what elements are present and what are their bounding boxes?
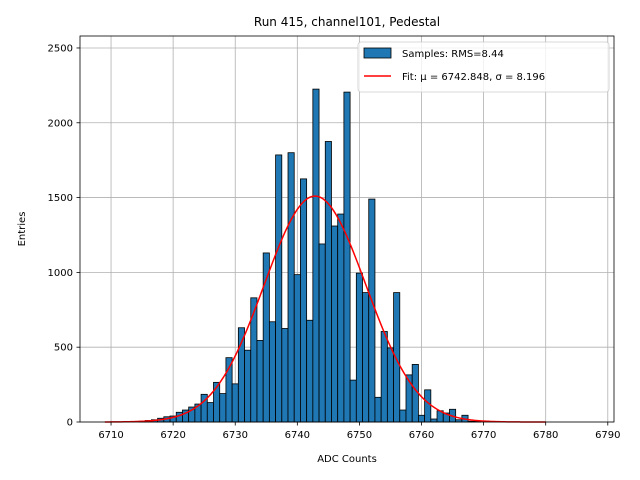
x-axis-ticks: 6710 6720 6730 6740 6750 6760 6770 6780 6790	[98, 422, 621, 441]
bar-6732	[244, 349, 252, 423]
y-tick-label-1500: 1500	[48, 193, 73, 204]
y-tick-label-2000: 2000	[48, 118, 73, 129]
bar-6736	[268, 321, 276, 423]
bar-6728	[219, 393, 227, 423]
x-tick-label-6760: 6760	[409, 430, 434, 441]
fit-curve	[104, 195, 546, 423]
y-tick-label-500: 500	[54, 343, 73, 354]
bar-6726	[206, 402, 214, 423]
y-tick-label-1000: 1000	[48, 268, 73, 279]
bar-6748	[343, 91, 351, 423]
bar-6738	[281, 328, 289, 423]
x-tick-label-6740: 6740	[285, 430, 310, 441]
x-axis-label: ADC Counts	[317, 454, 377, 465]
bar-6746	[331, 225, 339, 423]
bar-6742	[306, 319, 314, 423]
bar-6751	[362, 292, 370, 423]
bar-6741	[300, 178, 308, 423]
legend-samples-swatch	[363, 47, 392, 59]
bar-6730	[231, 383, 239, 423]
legend-samples-label: Samples: RMS=8.44	[402, 49, 504, 60]
bar-6747	[337, 213, 345, 423]
legend: Samples: RMS=8.44 Fit: μ = 6742.848, σ =…	[357, 41, 610, 93]
bar-6739	[287, 152, 295, 423]
x-tick-label-6770: 6770	[471, 430, 496, 441]
bar-6756	[393, 292, 401, 423]
bar-6761	[424, 389, 432, 423]
x-tick-label-6750: 6750	[347, 430, 372, 441]
y-axis-ticks: 0 500 1000 1500 2000 2500	[48, 43, 80, 429]
bar-6734	[256, 340, 264, 423]
plot-frame	[79, 35, 615, 423]
bar-6740	[293, 274, 301, 423]
legend-fit-label: Fit: μ = 6742.848, σ = 8.196	[402, 72, 545, 83]
x-tick-label-6730: 6730	[223, 430, 248, 441]
bar-6737	[275, 154, 283, 423]
bar-6749	[349, 379, 357, 423]
bar-6762	[430, 418, 438, 423]
x-tick-label-6710: 6710	[98, 430, 123, 441]
legend-box	[357, 41, 610, 93]
bar-6745	[324, 141, 332, 423]
x-tick-label-6720: 6720	[160, 430, 185, 441]
bar-6753	[374, 396, 382, 423]
x-tick-label-6780: 6780	[533, 430, 558, 441]
y-tick-label-2500: 2500	[48, 43, 73, 54]
x-tick-label-6790: 6790	[595, 430, 620, 441]
bar-6755	[386, 347, 394, 423]
y-axis-label: Entries	[17, 212, 28, 247]
bar-6750	[355, 272, 363, 423]
bar-6743	[312, 88, 320, 423]
bar-6752	[368, 198, 376, 423]
bar-6721	[175, 411, 183, 423]
y-tick-label-0: 0	[67, 418, 73, 429]
chart-title: Run 415, channel101, Pedestal	[254, 15, 440, 29]
bar-6744	[318, 243, 326, 423]
bar-6757	[399, 409, 407, 423]
bar-6754	[380, 331, 388, 423]
bar-6760	[418, 414, 426, 423]
